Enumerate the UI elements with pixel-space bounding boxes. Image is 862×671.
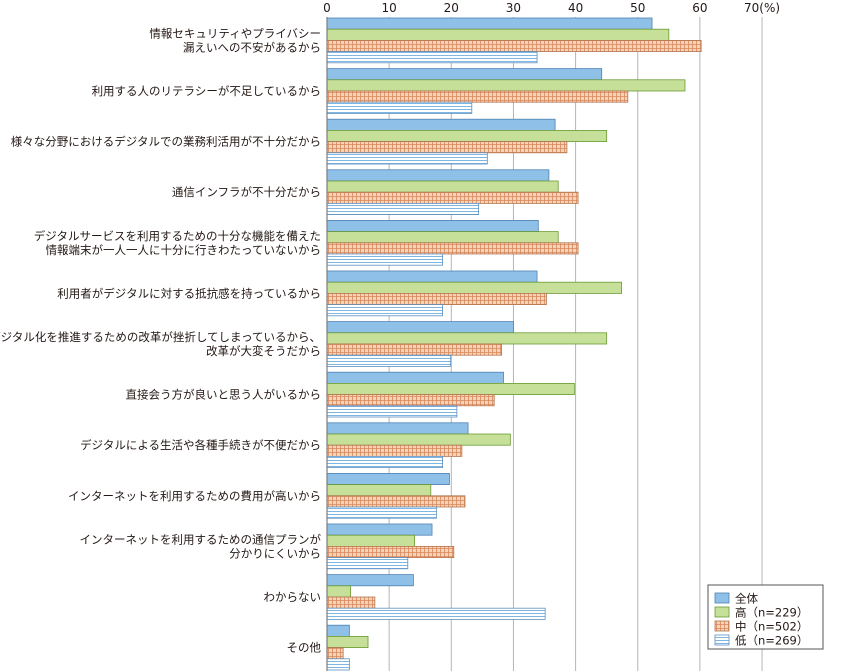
bar [326, 51, 538, 64]
bar [326, 647, 344, 660]
bar [326, 129, 608, 142]
bar [326, 219, 539, 232]
category-label: 改革が大変そうだから [206, 344, 321, 358]
tick-label: 70(%) [744, 1, 780, 15]
bar [326, 242, 579, 255]
category-label: 利用する人のリテラシーが不足しているから [92, 84, 321, 98]
bar [326, 343, 503, 356]
bar [326, 658, 350, 671]
category-label: インターネットを利用するための費用が高いから [68, 489, 321, 503]
bar [326, 270, 538, 283]
bar [326, 624, 350, 637]
bar [326, 202, 480, 215]
bar [326, 354, 452, 367]
bar [326, 382, 575, 395]
legend-swatch [714, 620, 730, 632]
category-label: デジタル化を推進するための改革が挫折してしまっているから、 [0, 330, 321, 344]
legend-entry: 全体 [735, 592, 758, 606]
bar [326, 332, 608, 345]
legend-entry: 中（n=502） [735, 620, 808, 634]
axis: 0 10 20 30 40 50 60 70(%) [323, 1, 780, 671]
legend-entry: 低（n=269） [735, 634, 808, 648]
bar [326, 405, 458, 418]
tick-label: 10 [382, 1, 397, 15]
category-label: 分かりにくいから [229, 546, 321, 560]
bar [326, 169, 550, 182]
bar [326, 636, 369, 649]
bar [326, 394, 495, 407]
bar [326, 90, 629, 103]
bar [326, 607, 546, 620]
bar [326, 304, 443, 317]
category-label: その他 [287, 641, 322, 655]
category-label: デジタルによる生活や各種手続きが不便だから [80, 438, 321, 452]
bar [326, 433, 511, 446]
tick-label: 0 [323, 1, 331, 15]
category-label: わからない [264, 590, 322, 604]
bar [326, 444, 463, 457]
tick-label: 40 [568, 1, 583, 15]
category-label: インターネットを利用するための通信プランが [80, 532, 322, 546]
bars [326, 17, 702, 671]
bar [326, 28, 670, 41]
bar [326, 180, 559, 193]
bar [326, 534, 416, 547]
legend: 全体高（n=229）中（n=502）低（n=269） [707, 584, 824, 650]
bar [326, 191, 579, 204]
bar [326, 231, 559, 244]
bar [326, 495, 466, 508]
tick-label: 60 [692, 1, 707, 15]
category-label: 通信インフラが不十分だから [172, 185, 321, 199]
bar [326, 557, 409, 570]
bar [326, 523, 433, 536]
bar [326, 574, 414, 587]
tick-label: 30 [506, 1, 521, 15]
bar [326, 371, 504, 384]
bar [326, 455, 443, 468]
bar [326, 506, 437, 519]
legend-swatch [714, 606, 730, 618]
tick-label: 20 [444, 1, 459, 15]
bar [326, 141, 568, 154]
unit-label: (%) [759, 1, 780, 15]
bar [326, 484, 432, 497]
legend-entry: 高（n=229） [735, 606, 808, 620]
tick-label: 50 [630, 1, 645, 15]
bar [326, 17, 653, 30]
category-label: 情報セキュリティやプライバシー [149, 26, 321, 40]
legend-swatch [714, 634, 730, 646]
bar [326, 253, 443, 266]
bar [326, 101, 473, 114]
legend-swatch [714, 592, 730, 604]
bar [326, 422, 469, 435]
bar [326, 472, 450, 485]
bar [326, 321, 514, 334]
bar [326, 292, 547, 305]
category-label: 利用者がデジタルに対する抵抗感を持っているから [57, 286, 321, 300]
category-label: デジタルサービスを利用するための十分な機能を備えた [34, 229, 321, 243]
bar [326, 585, 352, 598]
category-label: 情報端末が一人一人に十分に行きわたっていないから [46, 243, 321, 257]
bar [326, 281, 622, 294]
category-label: 直接会う方が良いと思う人がいるから [126, 388, 322, 402]
category-label: 様々な分野におけるデジタルでの業務利活用が不十分だから [11, 135, 321, 149]
category-label: 漏えいへの不安があるから [183, 40, 321, 54]
bar [326, 546, 455, 559]
bar [326, 68, 603, 81]
bar [326, 118, 556, 131]
bar [326, 152, 488, 165]
bar [326, 596, 376, 609]
bar [326, 40, 702, 53]
bar [326, 79, 686, 92]
category-labels: 情報セキュリティやプライバシー漏えいへの不安があるから利用する人のリテラシーが不… [0, 26, 321, 654]
